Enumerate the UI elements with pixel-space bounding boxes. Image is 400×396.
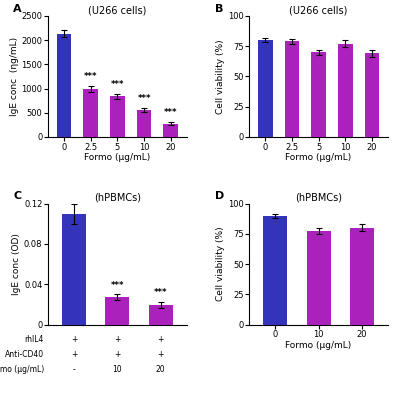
Text: ***: *** [84, 72, 98, 81]
Title: (U266 cells): (U266 cells) [290, 5, 348, 15]
Text: ***: *** [111, 80, 124, 89]
Text: +: + [71, 350, 77, 359]
Text: +: + [114, 350, 120, 359]
Text: +: + [158, 350, 164, 359]
Text: +: + [71, 335, 77, 344]
Bar [62, 214, 86, 325]
Y-axis label: IgE conc  (ηg/mL): IgE conc (ηg/mL) [10, 37, 19, 116]
Bar [365, 53, 379, 137]
X-axis label: Formo (μg/mL): Formo (μg/mL) [286, 153, 352, 162]
Bar [307, 231, 330, 325]
Text: rhIL4: rhIL4 [25, 335, 44, 344]
Text: -: - [73, 366, 75, 374]
Text: 20: 20 [156, 366, 166, 374]
Text: ***: *** [154, 287, 168, 297]
Title: (U266 cells): (U266 cells) [88, 5, 146, 15]
Text: Anti-CD40: Anti-CD40 [5, 350, 44, 359]
Bar [164, 124, 178, 137]
Y-axis label: IgE conc (OD): IgE conc (OD) [12, 233, 21, 295]
Bar [57, 34, 71, 137]
Text: ***: *** [164, 108, 178, 117]
Bar [263, 216, 287, 325]
Text: A: A [13, 4, 22, 14]
Text: C: C [13, 192, 22, 202]
Bar [106, 297, 129, 325]
X-axis label: Formo (μg/mL): Formo (μg/mL) [84, 153, 150, 162]
Text: 10: 10 [112, 366, 122, 374]
Bar [311, 52, 326, 137]
Text: Formo (μg/mL): Formo (μg/mL) [0, 366, 44, 374]
Bar [110, 96, 125, 137]
Bar [350, 228, 374, 325]
Bar [83, 89, 98, 137]
Text: +: + [158, 335, 164, 344]
Bar [284, 41, 299, 137]
Y-axis label: Cell viability (%): Cell viability (%) [216, 227, 225, 301]
Bar [338, 44, 353, 137]
X-axis label: Formo (μg/mL): Formo (μg/mL) [286, 341, 352, 350]
Title: (hPBMCs): (hPBMCs) [94, 193, 141, 203]
Bar [149, 305, 173, 325]
Text: ***: *** [111, 281, 124, 289]
Y-axis label: Cell viability (%): Cell viability (%) [216, 39, 225, 114]
Text: B: B [214, 4, 223, 14]
Bar [258, 40, 272, 137]
Text: +: + [114, 335, 120, 344]
Text: ***: *** [137, 94, 151, 103]
Bar [137, 110, 152, 137]
Title: (hPBMCs): (hPBMCs) [295, 193, 342, 203]
Text: D: D [214, 192, 224, 202]
